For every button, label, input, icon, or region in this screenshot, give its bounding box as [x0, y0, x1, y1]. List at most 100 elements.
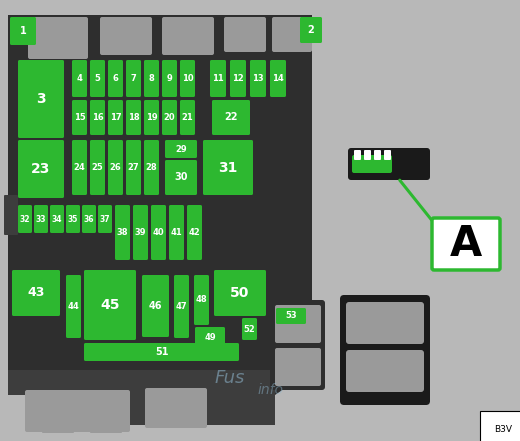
FancyBboxPatch shape [90, 140, 105, 195]
Text: 33: 33 [36, 214, 46, 224]
Text: 20: 20 [164, 113, 175, 122]
Text: 28: 28 [146, 163, 158, 172]
FancyBboxPatch shape [25, 390, 130, 432]
FancyBboxPatch shape [242, 318, 257, 340]
FancyBboxPatch shape [108, 60, 123, 97]
FancyBboxPatch shape [272, 17, 312, 52]
Text: 1: 1 [20, 26, 27, 36]
FancyBboxPatch shape [180, 100, 195, 135]
Text: 3: 3 [36, 92, 46, 106]
FancyBboxPatch shape [300, 17, 322, 43]
Text: 42: 42 [189, 228, 200, 237]
FancyBboxPatch shape [270, 300, 325, 390]
Text: 34: 34 [52, 214, 62, 224]
FancyBboxPatch shape [72, 140, 87, 195]
FancyBboxPatch shape [210, 60, 226, 97]
FancyBboxPatch shape [108, 100, 123, 135]
FancyBboxPatch shape [126, 140, 141, 195]
FancyBboxPatch shape [384, 150, 391, 160]
FancyBboxPatch shape [34, 205, 48, 233]
Text: 37: 37 [100, 214, 110, 224]
Text: 5: 5 [95, 74, 100, 83]
Text: A: A [450, 223, 482, 265]
FancyBboxPatch shape [12, 270, 60, 316]
FancyBboxPatch shape [212, 100, 250, 135]
FancyBboxPatch shape [169, 205, 184, 260]
FancyBboxPatch shape [84, 270, 136, 340]
Text: 12: 12 [232, 74, 244, 83]
Polygon shape [8, 370, 275, 425]
FancyBboxPatch shape [90, 415, 122, 433]
FancyBboxPatch shape [126, 60, 141, 97]
Text: 19: 19 [146, 113, 158, 122]
FancyBboxPatch shape [100, 17, 152, 55]
Text: 29: 29 [175, 145, 187, 153]
FancyBboxPatch shape [50, 205, 64, 233]
FancyBboxPatch shape [162, 17, 214, 55]
FancyBboxPatch shape [144, 60, 159, 97]
FancyBboxPatch shape [4, 195, 18, 235]
Polygon shape [8, 15, 312, 395]
Text: 35: 35 [68, 214, 78, 224]
FancyBboxPatch shape [145, 388, 207, 428]
FancyBboxPatch shape [162, 100, 177, 135]
FancyBboxPatch shape [28, 17, 88, 59]
FancyBboxPatch shape [10, 17, 36, 45]
FancyBboxPatch shape [144, 100, 159, 135]
Text: 15: 15 [74, 113, 85, 122]
Text: Fus: Fus [215, 369, 245, 387]
FancyBboxPatch shape [72, 100, 87, 135]
FancyBboxPatch shape [133, 205, 148, 260]
Text: 25: 25 [92, 163, 103, 172]
FancyBboxPatch shape [98, 205, 112, 233]
Text: 41: 41 [171, 228, 183, 237]
Text: 18: 18 [128, 113, 139, 122]
FancyBboxPatch shape [340, 295, 430, 405]
Text: 21: 21 [181, 113, 193, 122]
Text: 27: 27 [128, 163, 139, 172]
Text: 2: 2 [308, 25, 315, 35]
FancyBboxPatch shape [187, 205, 202, 260]
FancyBboxPatch shape [348, 148, 430, 180]
Text: 22: 22 [224, 112, 238, 123]
FancyBboxPatch shape [346, 350, 424, 392]
Text: 17: 17 [110, 113, 121, 122]
FancyBboxPatch shape [180, 60, 195, 97]
Text: 44: 44 [68, 302, 80, 311]
Text: info: info [258, 383, 284, 397]
FancyBboxPatch shape [275, 348, 321, 386]
Text: 38: 38 [117, 228, 128, 237]
Text: 26: 26 [110, 163, 121, 172]
Text: 32: 32 [20, 214, 30, 224]
Text: 36: 36 [84, 214, 94, 224]
Text: 11: 11 [212, 74, 224, 83]
FancyBboxPatch shape [18, 205, 32, 233]
FancyBboxPatch shape [203, 140, 253, 195]
Text: 49: 49 [204, 333, 216, 341]
FancyBboxPatch shape [165, 160, 197, 195]
Text: 43: 43 [28, 287, 45, 299]
FancyBboxPatch shape [195, 327, 225, 347]
Text: 52: 52 [244, 325, 255, 333]
Text: 47: 47 [176, 302, 187, 311]
Text: 30: 30 [174, 172, 188, 183]
Text: 8: 8 [149, 74, 154, 83]
Text: 14: 14 [272, 74, 284, 83]
FancyBboxPatch shape [66, 275, 81, 338]
Text: 51: 51 [155, 347, 168, 357]
FancyBboxPatch shape [72, 60, 87, 97]
FancyBboxPatch shape [275, 305, 321, 343]
Text: 23: 23 [31, 162, 50, 176]
FancyBboxPatch shape [250, 60, 266, 97]
FancyBboxPatch shape [90, 60, 105, 97]
FancyBboxPatch shape [162, 60, 177, 97]
Text: 50: 50 [230, 286, 250, 300]
Text: 7: 7 [131, 74, 136, 83]
Text: 24: 24 [74, 163, 85, 172]
FancyBboxPatch shape [82, 205, 96, 233]
FancyBboxPatch shape [144, 140, 159, 195]
Text: 9: 9 [166, 74, 172, 83]
Text: 16: 16 [92, 113, 103, 122]
FancyBboxPatch shape [142, 275, 169, 337]
FancyBboxPatch shape [174, 275, 189, 338]
